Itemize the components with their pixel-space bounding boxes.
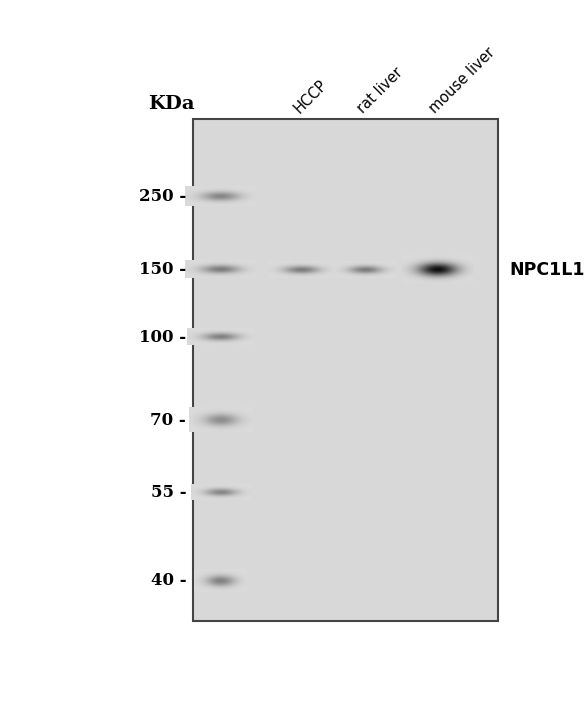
Bar <box>193 119 499 621</box>
Text: mouse liver: mouse liver <box>427 45 498 116</box>
Text: NPC1L1: NPC1L1 <box>510 261 584 279</box>
Text: 40 -: 40 - <box>151 572 186 589</box>
Text: KDa: KDa <box>148 95 194 113</box>
Text: 70 -: 70 - <box>151 412 186 428</box>
Text: rat liver: rat liver <box>355 65 406 116</box>
Text: 100 -: 100 - <box>139 329 186 346</box>
Text: 55 -: 55 - <box>151 484 186 501</box>
Text: 250 -: 250 - <box>139 188 186 205</box>
Text: 150 -: 150 - <box>139 261 186 278</box>
Text: HCCP: HCCP <box>291 77 330 116</box>
